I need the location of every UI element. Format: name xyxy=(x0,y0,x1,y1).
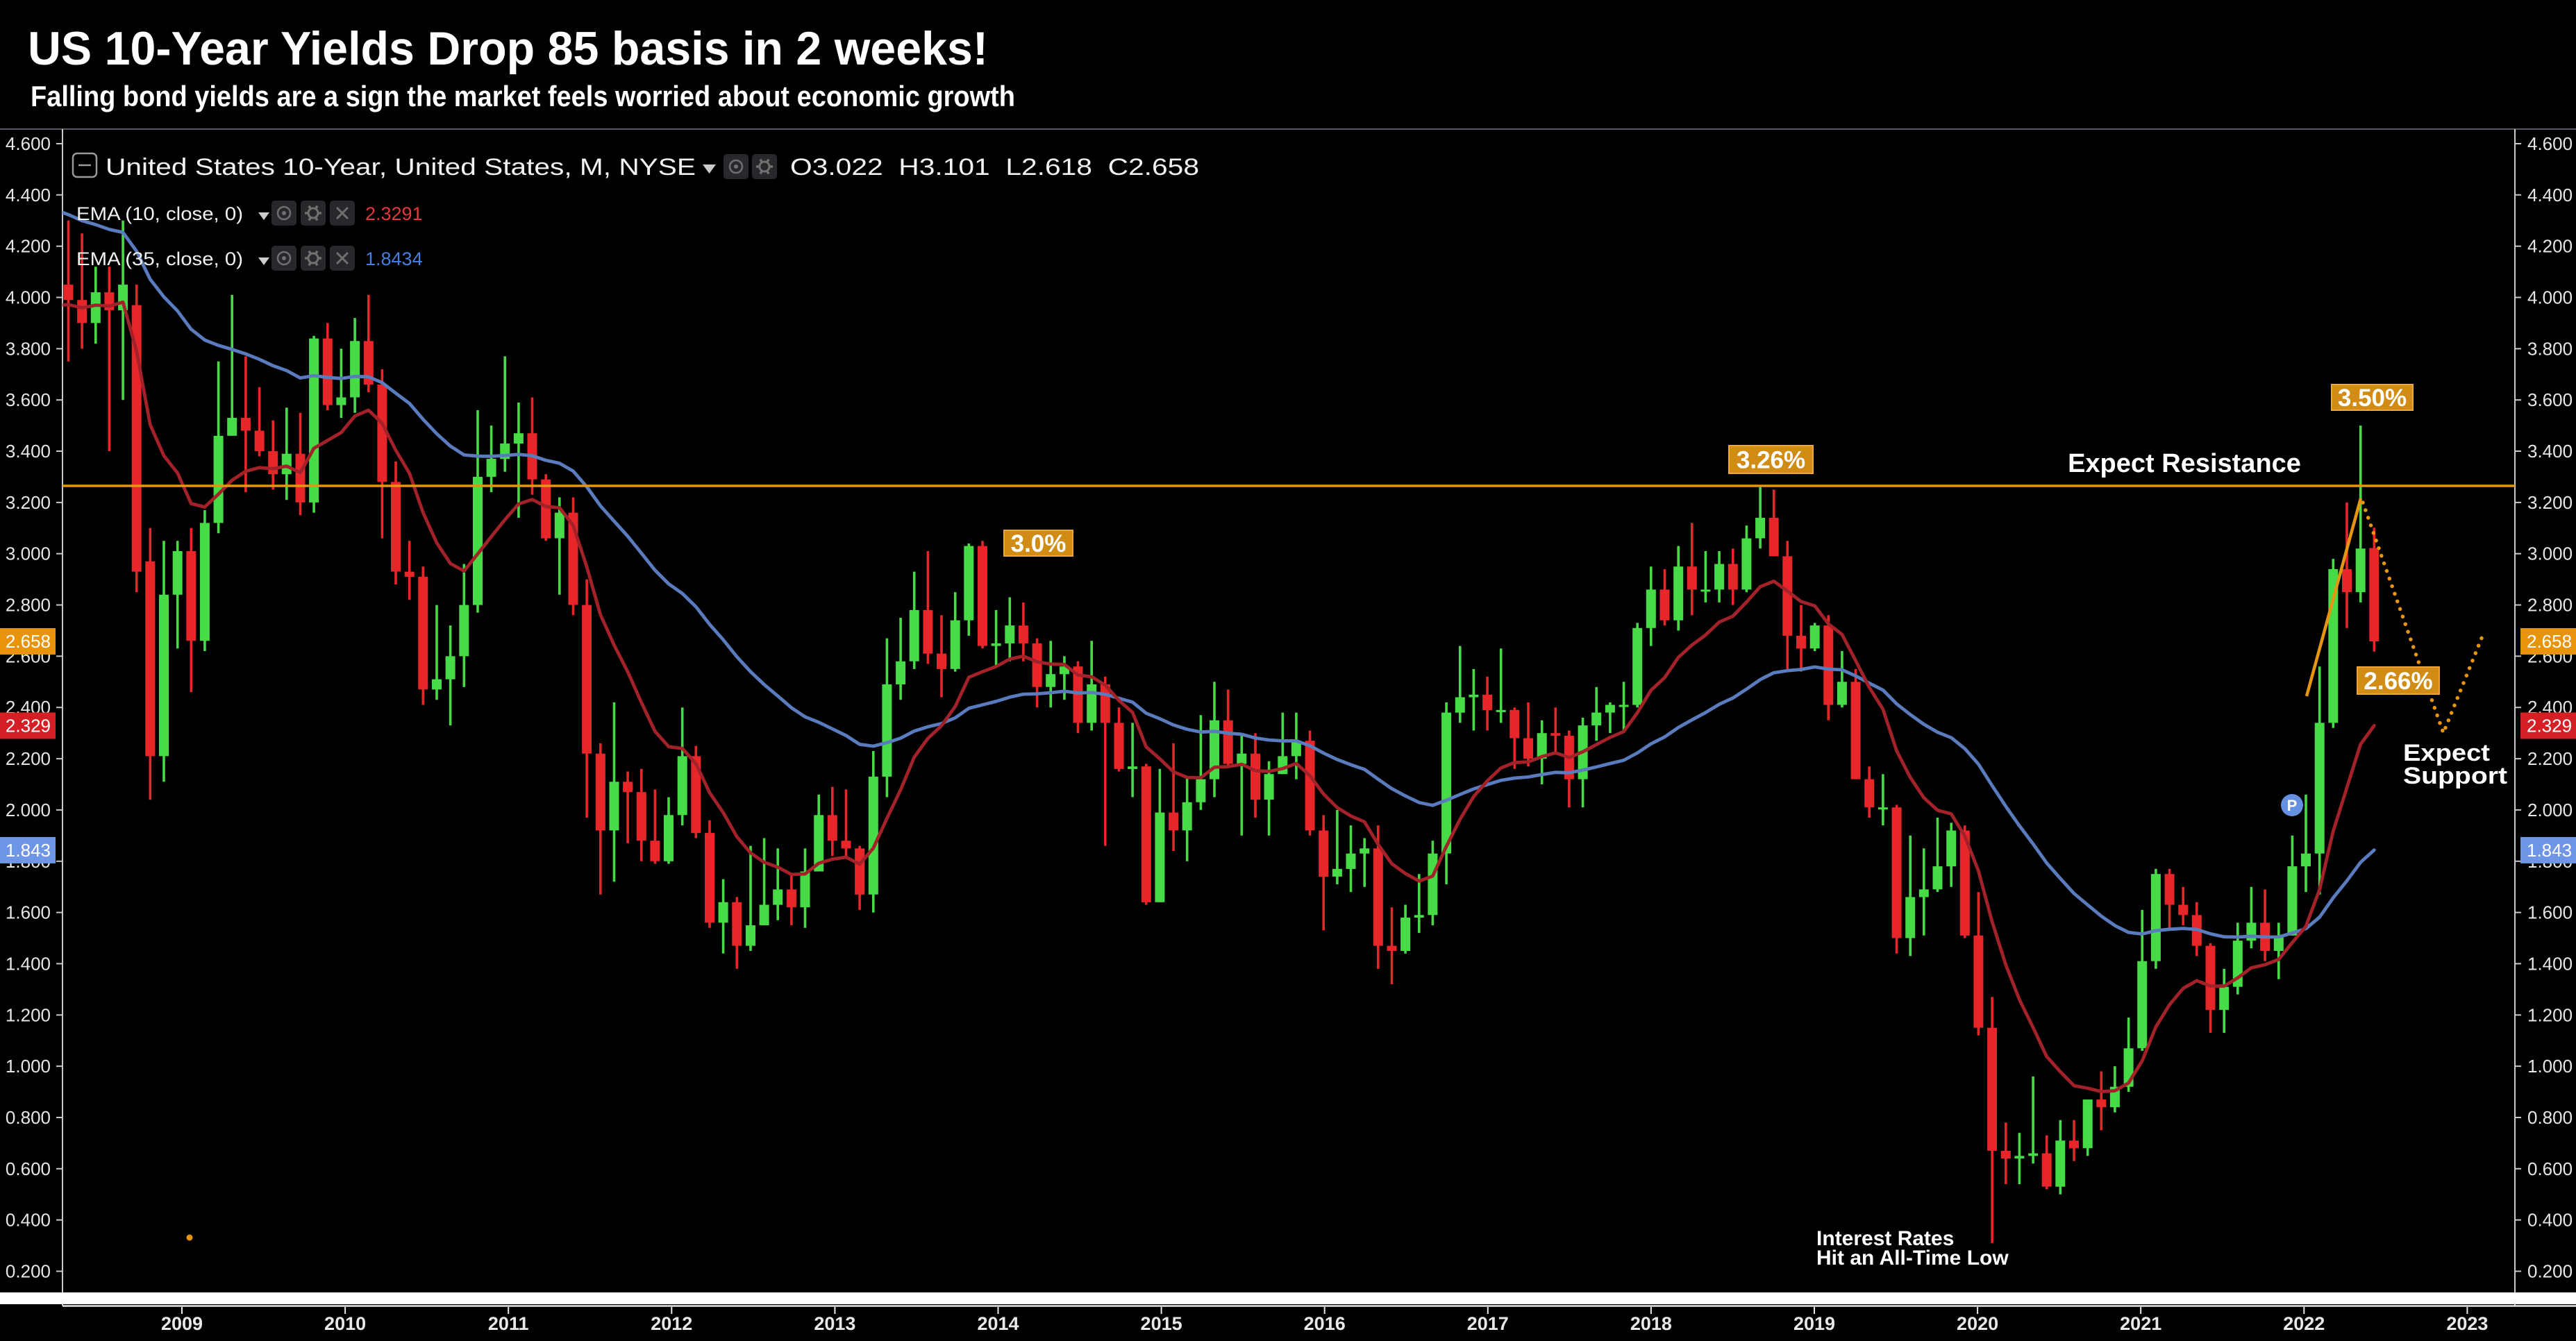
svg-text:Support: Support xyxy=(2403,763,2507,789)
svg-text:1.400: 1.400 xyxy=(2527,953,2573,974)
svg-text:4.400: 4.400 xyxy=(6,185,51,205)
svg-text:0.200: 0.200 xyxy=(2527,1261,2573,1282)
svg-text:1.843: 1.843 xyxy=(6,840,51,861)
svg-text:0.600: 0.600 xyxy=(2527,1158,2573,1179)
svg-text:2022: 2022 xyxy=(2283,1313,2325,1334)
svg-text:3.200: 3.200 xyxy=(2527,492,2573,513)
svg-text:2010: 2010 xyxy=(324,1313,366,1334)
svg-text:0.400: 0.400 xyxy=(2527,1210,2573,1231)
svg-text:Expect: Expect xyxy=(2403,740,2490,766)
svg-text:4.600: 4.600 xyxy=(2527,133,2573,154)
svg-text:4.600: 4.600 xyxy=(6,133,51,154)
svg-text:1.200: 1.200 xyxy=(6,1004,51,1025)
svg-text:1.600: 1.600 xyxy=(6,902,51,923)
svg-text:4.000: 4.000 xyxy=(6,287,51,308)
svg-text:3.0%: 3.0% xyxy=(1011,530,1067,557)
svg-text:2018: 2018 xyxy=(1630,1313,1672,1334)
svg-text:1.000: 1.000 xyxy=(6,1056,51,1077)
svg-text:2.329: 2.329 xyxy=(2527,716,2572,736)
svg-text:2013: 2013 xyxy=(814,1313,855,1334)
svg-text:3.400: 3.400 xyxy=(2527,441,2573,462)
svg-text:3.000: 3.000 xyxy=(6,543,51,564)
svg-text:2016: 2016 xyxy=(1304,1313,1346,1334)
svg-text:2020: 2020 xyxy=(1957,1313,1998,1334)
svg-text:2.800: 2.800 xyxy=(6,595,51,616)
svg-text:2.658: 2.658 xyxy=(2527,631,2572,652)
svg-text:United States 10-Year, United: United States 10-Year, United States, M,… xyxy=(106,154,696,180)
svg-text:US 10-Year Yields Drop 85 basi: US 10-Year Yields Drop 85 basis in 2 wee… xyxy=(28,22,988,75)
svg-text:1.600: 1.600 xyxy=(2527,902,2573,923)
svg-text:1.8434: 1.8434 xyxy=(365,248,423,269)
svg-text:2019: 2019 xyxy=(1793,1313,1835,1334)
svg-text:3.600: 3.600 xyxy=(6,389,51,410)
svg-text:3.400: 3.400 xyxy=(6,441,51,462)
svg-text:3.800: 3.800 xyxy=(2527,338,2573,359)
svg-text:3.000: 3.000 xyxy=(2527,543,2573,564)
svg-text:2015: 2015 xyxy=(1141,1313,1182,1334)
svg-text:2.66%: 2.66% xyxy=(2364,668,2432,695)
svg-text:2023: 2023 xyxy=(2446,1313,2488,1334)
svg-text:Interest Rates: Interest Rates xyxy=(1816,1227,1954,1250)
svg-text:1.200: 1.200 xyxy=(2527,1004,2573,1025)
svg-text:2012: 2012 xyxy=(651,1313,692,1334)
svg-text:2.329: 2.329 xyxy=(6,716,51,736)
svg-text:Expect Resistance: Expect Resistance xyxy=(2068,449,2301,478)
svg-text:O3.022 H3.101 L2.618 C2.658: O3.022 H3.101 L2.618 C2.658 xyxy=(790,154,1199,180)
svg-text:2.200: 2.200 xyxy=(6,748,51,769)
svg-text:4.200: 4.200 xyxy=(2527,236,2573,257)
svg-text:2.800: 2.800 xyxy=(2527,595,2573,616)
svg-text:1.843: 1.843 xyxy=(2527,840,2572,861)
svg-text:3.800: 3.800 xyxy=(6,338,51,359)
svg-text:Falling bond yields are a sign: Falling bond yields are a sign the marke… xyxy=(31,80,1015,112)
svg-text:EMA (10, close, 0): EMA (10, close, 0) xyxy=(76,203,243,224)
svg-text:P: P xyxy=(2287,797,2298,814)
svg-text:2011: 2011 xyxy=(488,1313,529,1334)
svg-text:4.400: 4.400 xyxy=(2527,185,2573,205)
svg-text:3.200: 3.200 xyxy=(6,492,51,513)
svg-text:3.600: 3.600 xyxy=(2527,389,2573,410)
svg-text:2009: 2009 xyxy=(161,1313,203,1334)
svg-text:0.800: 0.800 xyxy=(6,1107,51,1128)
svg-text:4.000: 4.000 xyxy=(2527,287,2573,308)
svg-text:3.26%: 3.26% xyxy=(1737,447,1805,474)
svg-text:EMA (35, close, 0): EMA (35, close, 0) xyxy=(76,248,243,269)
svg-text:3.50%: 3.50% xyxy=(2338,385,2407,412)
svg-text:2.200: 2.200 xyxy=(2527,748,2573,769)
svg-text:1.000: 1.000 xyxy=(2527,1056,2573,1077)
svg-text:1.400: 1.400 xyxy=(6,953,51,974)
svg-text:2014: 2014 xyxy=(977,1313,1019,1334)
svg-text:0.800: 0.800 xyxy=(2527,1107,2573,1128)
svg-text:2.000: 2.000 xyxy=(2527,800,2573,820)
svg-text:0.200: 0.200 xyxy=(6,1261,51,1282)
svg-text:2021: 2021 xyxy=(2120,1313,2161,1334)
svg-text:2017: 2017 xyxy=(1467,1313,1509,1334)
svg-text:0.400: 0.400 xyxy=(6,1210,51,1231)
svg-text:2.000: 2.000 xyxy=(6,800,51,820)
svg-text:4.200: 4.200 xyxy=(6,236,51,257)
svg-text:2.658: 2.658 xyxy=(6,631,51,652)
svg-text:0.600: 0.600 xyxy=(6,1158,51,1179)
svg-text:2.3291: 2.3291 xyxy=(365,203,423,224)
svg-text:Hit an All-Time Low: Hit an All-Time Low xyxy=(1816,1247,2009,1270)
